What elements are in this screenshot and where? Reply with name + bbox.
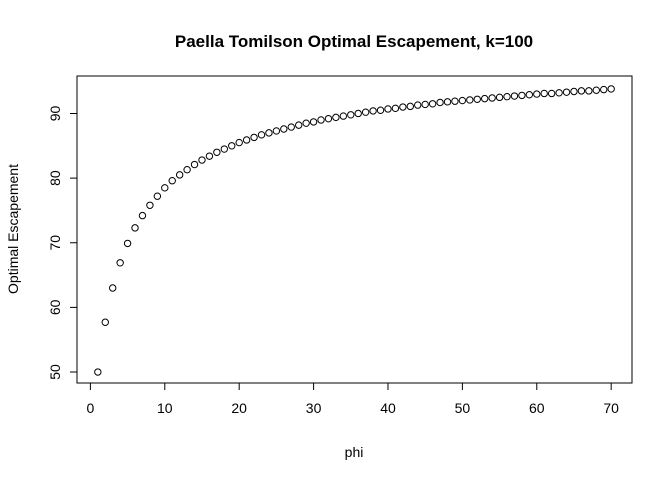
x-axis-label: phi [345,444,364,460]
data-point [562,88,571,96]
data-point [399,103,407,111]
data-point [376,106,385,114]
data-point [421,100,429,109]
x-tick-label: 20 [231,400,247,416]
data-point [272,127,281,135]
data-point [428,100,437,108]
data-points [94,85,615,376]
y-tick-label: 70 [47,235,63,251]
data-point [361,108,370,116]
data-point [116,259,124,267]
x-tick-label: 50 [455,400,471,416]
x-tick-label: 70 [603,400,619,416]
data-point [592,86,600,94]
data-point [443,98,452,106]
data-point [317,116,325,124]
data-point [257,131,266,139]
data-point [540,89,548,98]
data-point [503,92,511,101]
data-point [101,318,109,326]
y-tick-label: 90 [47,105,63,121]
data-point [146,201,154,209]
data-point [94,368,102,376]
data-point [242,136,251,144]
data-point [570,87,578,96]
data-point [302,119,310,127]
data-point [466,96,474,104]
data-point [309,118,318,126]
data-point [384,105,392,113]
data-point [547,89,556,98]
data-point [265,129,273,137]
data-point [168,177,176,185]
data-point [533,90,541,98]
y-axis: 50 60 70 80 90 [47,105,78,380]
data-point [183,166,191,174]
data-point [287,123,295,131]
data-point [391,104,400,113]
data-point [235,138,243,147]
data-point [436,98,444,107]
data-point [585,87,593,95]
data-point [228,142,236,150]
data-point [525,91,534,99]
data-point [577,87,586,95]
data-point [473,95,481,103]
data-point [250,133,258,142]
plot-frame [76,75,633,384]
y-tick-label: 80 [47,170,63,186]
data-point [451,97,459,105]
data-point [153,192,162,200]
data-point [332,113,340,122]
x-tick-label: 60 [529,400,545,416]
data-point [406,102,414,111]
data-point [109,284,117,292]
data-point [131,224,139,232]
data-point [354,109,362,118]
data-point [369,107,377,115]
data-point [488,94,496,102]
data-point [555,89,563,97]
y-tick-label: 60 [47,299,63,315]
data-point [161,184,169,192]
x-axis: 0 10 20 30 40 50 60 70 [86,382,619,416]
data-point [220,145,229,153]
data-point [414,101,422,109]
data-point [347,111,355,119]
data-point [138,211,147,220]
y-tick-label: 50 [47,364,63,380]
data-point [295,121,303,129]
data-point [198,156,206,164]
x-tick-label: 10 [157,400,173,416]
data-point [280,125,288,133]
data-point [123,239,132,248]
chart-title: Paella Tomilson Optimal Escapement, k=10… [175,32,533,51]
data-point [458,96,467,105]
data-point [510,92,519,100]
data-point [175,171,184,179]
data-point [607,85,615,93]
x-tick-label: 0 [86,400,94,416]
x-tick-label: 40 [380,400,396,416]
y-axis-label: Optimal Escapement [5,164,21,294]
data-point [600,85,608,94]
data-point [339,112,348,120]
data-point [480,94,489,103]
data-point [518,91,526,100]
data-point [324,114,333,123]
x-tick-label: 30 [306,400,322,416]
data-point [190,160,199,169]
data-point [213,148,221,156]
data-point [495,93,504,102]
data-point [205,152,214,160]
